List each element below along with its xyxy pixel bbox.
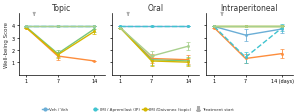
Title: Intraperitoneal: Intraperitoneal bbox=[221, 4, 278, 13]
Title: Topic: Topic bbox=[52, 4, 71, 13]
Legend: Veh / Veh, IMI /Daivobet (topic), IMI / Apremilast (IP), IMI / Veh, IMI /Daivone: Veh / Veh, IMI /Daivobet (topic), IMI / … bbox=[40, 106, 236, 112]
Y-axis label: Well-being Score: Well-being Score bbox=[4, 22, 9, 67]
Title: Oral: Oral bbox=[148, 4, 164, 13]
